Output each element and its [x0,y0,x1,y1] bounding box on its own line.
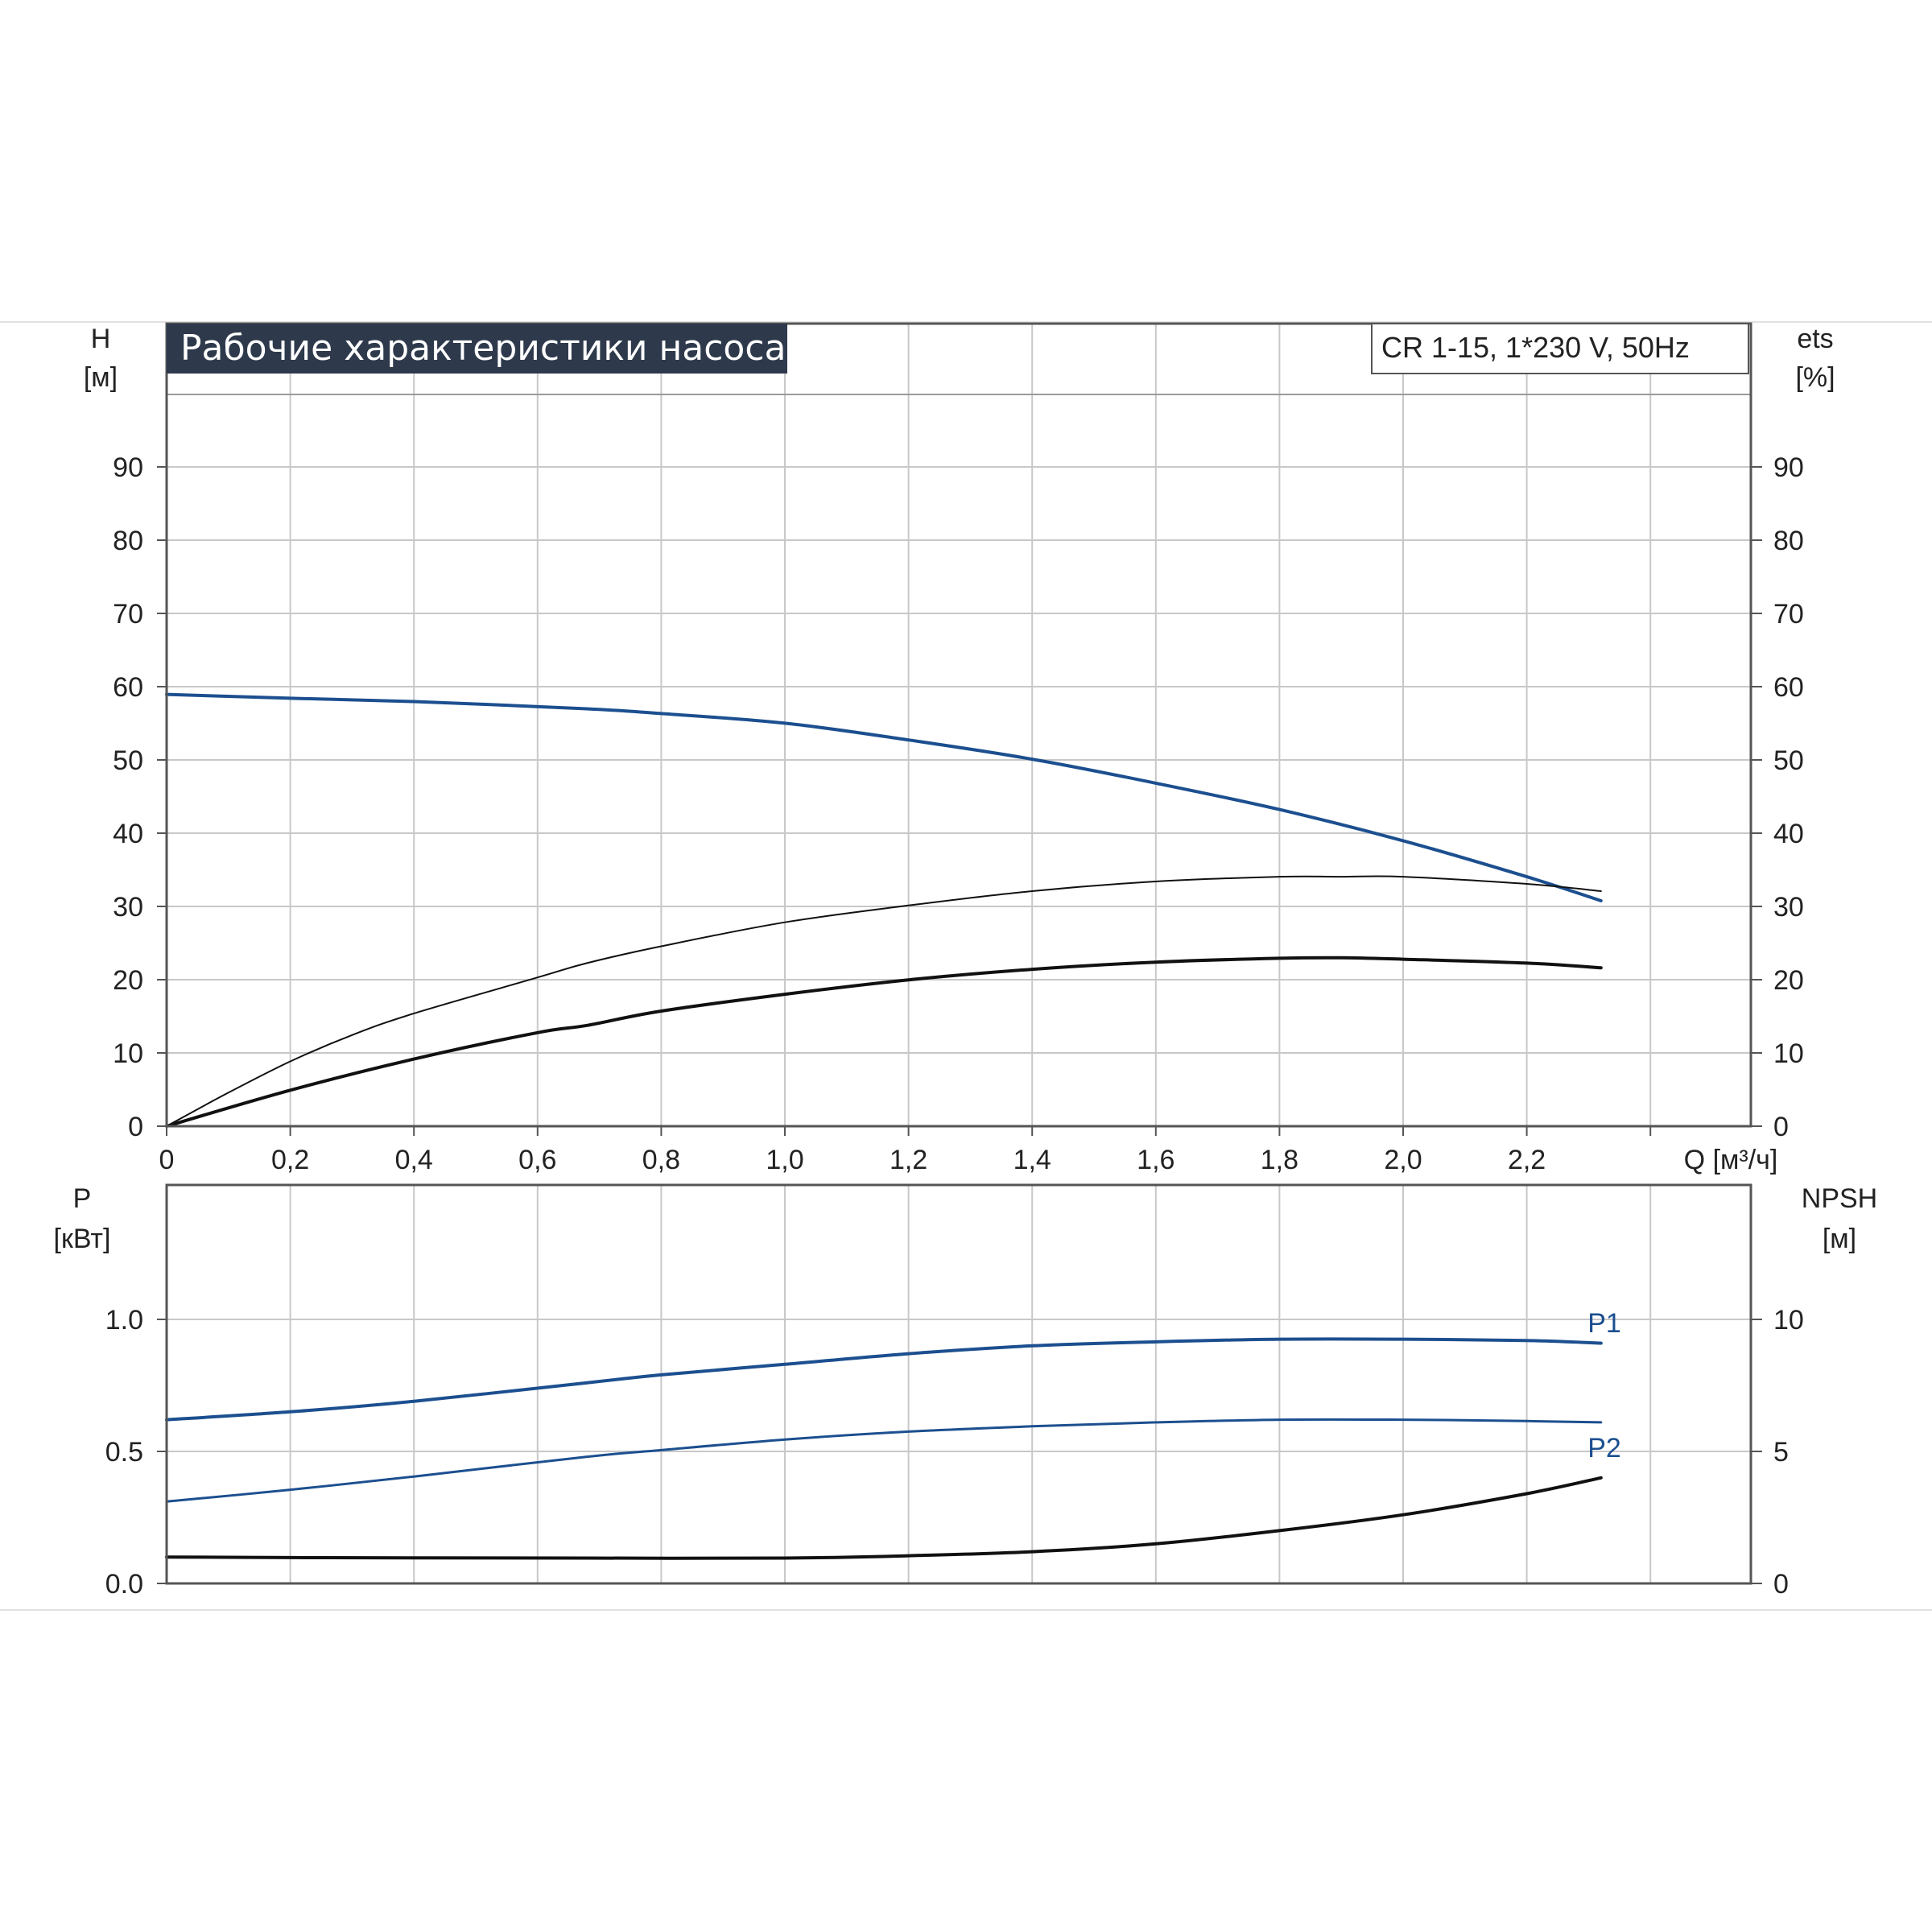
series-line-0-2 [165,956,1603,1128]
y2-tick-label: 70 [1773,599,1804,630]
model-label: CR 1-15, 1*230 V, 50Hz [1381,331,1690,364]
y2-axis-label-npsh: NPSH [1802,1183,1877,1214]
y2-tick-label: 80 [1773,526,1804,556]
upper-plot-frame [165,322,1752,1128]
y2-tick-label: 10 [1773,1038,1804,1069]
y2-axis-unit-npsh: [м] [1823,1224,1856,1254]
x-tick-label: 1,4 [1013,1145,1051,1175]
y-tick-label: 30 [113,892,143,923]
y2-tick-label: 20 [1773,965,1804,996]
y2-tick-label: 10 [1773,1305,1804,1335]
y2-tick-label: 40 [1773,819,1804,849]
y2-axis-unit-eta: [%] [1795,362,1835,393]
y2-tick-label: 90 [1773,452,1804,483]
upper-ticks: 0 10 20 30 40 50 60 70 80 90 0 10 20 30 40 50 60 70 80 90 0 0… [113,452,1804,1175]
y-tick-label: 0.5 [105,1437,143,1468]
x-tick-label: 1,6 [1137,1145,1174,1175]
x-tick-label: 2,0 [1384,1145,1422,1175]
y2-tick-label: 30 [1773,892,1804,923]
y-tick-label: 70 [113,599,143,630]
y2-tick-label: 50 [1773,745,1804,776]
series-label-p2: P2 [1587,1433,1621,1463]
y-tick-label: 10 [113,1038,143,1069]
y-tick-label: 0.0 [105,1569,143,1600]
y-tick-label: 50 [113,745,143,776]
head-efficiency-panel: 0 10 20 30 40 50 60 70 80 90 0 10 20 30 40 50 60 70 80 90 0 0… [84,322,1835,1175]
x-tick-label: 0 [159,1145,175,1175]
series-line-1-2 [165,1476,1603,1560]
y-tick-label: 90 [113,452,143,483]
x-tick-label: 0,2 [271,1145,309,1175]
lower-series-group [165,1337,1603,1560]
y2-tick-label: 60 [1773,672,1804,703]
series-line-1-1 [165,1418,1603,1503]
y-tick-label: 0 [128,1112,143,1142]
y-tick-label: 40 [113,819,143,849]
y2-tick-label: 5 [1773,1437,1789,1468]
lower-ticks: 0.0 0.5 1.0 0 5 10 [105,1305,1804,1600]
x-tick-label: 1,0 [766,1145,803,1175]
lower-grid [167,1185,1751,1584]
y-tick-label: 60 [113,672,143,703]
y-axis-unit-p: [кВт] [54,1224,111,1254]
y-tick-label: 1.0 [105,1305,143,1335]
x-tick-label: 0,8 [642,1145,680,1175]
x-tick-label: 1,8 [1261,1145,1298,1175]
y2-tick-label: 0 [1773,1112,1789,1142]
x-tick-label: 0,4 [395,1145,433,1175]
series-label-p1: P1 [1587,1308,1621,1339]
lower-plot-frame [165,1183,1752,1585]
chart-title-box [167,324,787,374]
x-axis-label-q: Q [м³/ч] [1684,1145,1778,1175]
y2-tick-label: 0 [1773,1569,1789,1600]
series-line-0-0 [165,692,1603,902]
y-tick-label: 80 [113,526,143,556]
x-tick-label: 2,2 [1508,1145,1546,1175]
series-line-1-0 [165,1337,1603,1422]
y2-axis-label-eta: ets [1797,324,1833,354]
upper-grid [167,324,1751,1127]
y-axis-unit-h: [м] [84,362,118,393]
chart-title: Рабочие характеристики насоса [180,328,786,369]
power-npsh-panel: 0.0 0.5 1.0 0 5 10 P [кВт] NPSH [м] P1 P2 [54,1183,1878,1600]
x-tick-label: 0,6 [518,1145,556,1175]
x-tick-label: 1,2 [890,1145,927,1175]
upper-series-group [165,692,1603,1128]
y-tick-label: 20 [113,965,143,996]
model-label-box [1371,323,1749,374]
y-axis-label-p: P [73,1183,92,1214]
y-axis-label-h: H [91,324,111,354]
series-line-0-1 [166,875,1602,1127]
